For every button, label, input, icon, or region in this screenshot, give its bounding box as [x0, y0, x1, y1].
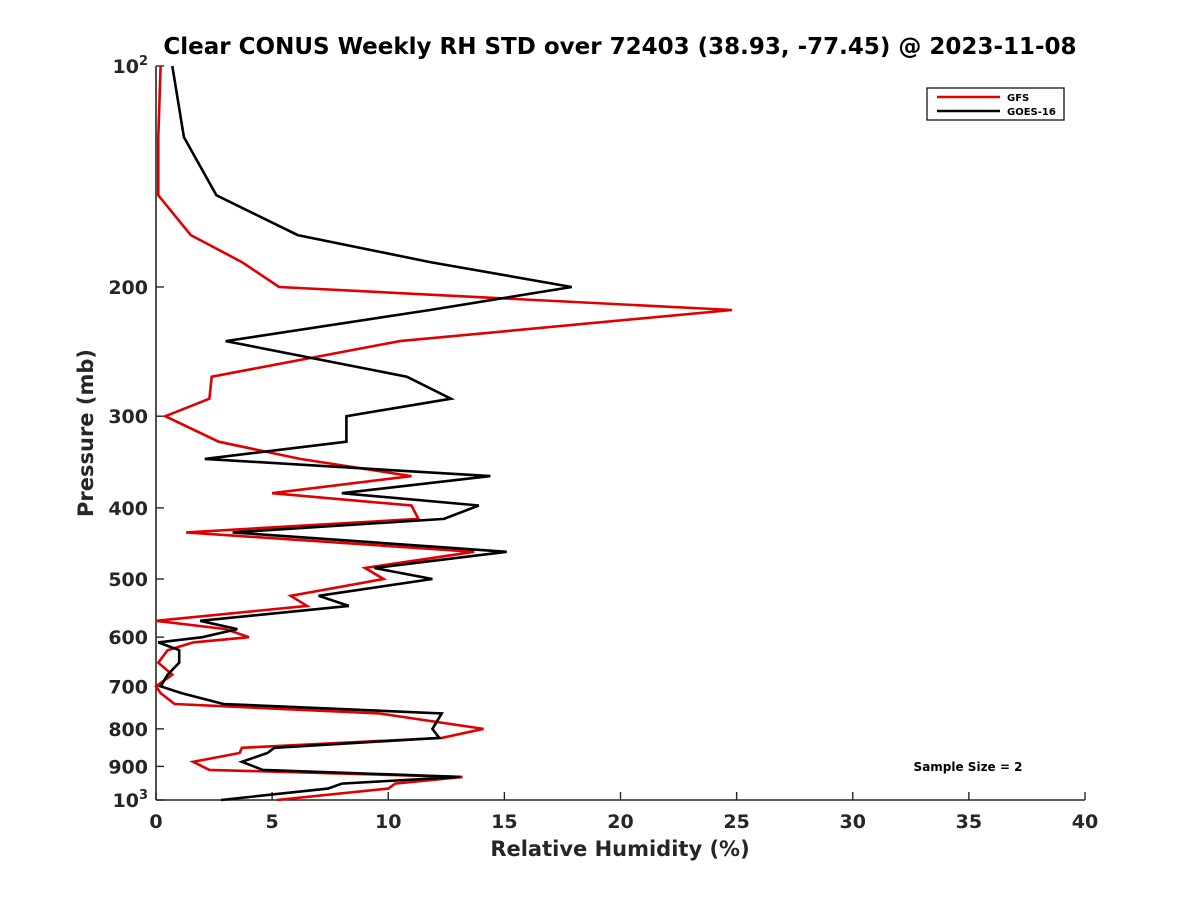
y-tick-label: 800	[108, 719, 148, 741]
y-tick-label: 102	[113, 54, 149, 78]
y-tick-label: 103	[113, 788, 149, 812]
x-axis-label: Relative Humidity (%)	[490, 837, 749, 861]
x-tick-label: 0	[149, 811, 162, 833]
chart-title: Clear CONUS Weekly RH STD over 72403 (38…	[163, 34, 1076, 60]
sample-size-annotation: Sample Size = 2	[914, 760, 1023, 774]
legend-label: GFS	[1007, 93, 1029, 104]
x-tick-label: 10	[375, 811, 401, 833]
x-tick-label: 35	[956, 811, 982, 833]
x-tick-label: 20	[607, 811, 633, 833]
x-tick-label: 5	[266, 811, 279, 833]
y-tick-label: 200	[108, 277, 148, 299]
x-tick-label: 25	[723, 811, 749, 833]
y-tick-label: 300	[108, 406, 148, 428]
y-tick-label: 500	[108, 569, 148, 591]
series-line-goes-16	[157, 65, 572, 802]
legend-items: GFS GOES-16	[937, 93, 1056, 118]
series-line-gfs	[154, 65, 733, 802]
x-axis-ticks: 0 5 10 15 20 25 30 35 40	[149, 792, 1098, 833]
legend-box	[926, 87, 1065, 121]
legend: GFS GOES-16	[926, 87, 1065, 121]
x-tick-label: 15	[491, 811, 517, 833]
y-tick-label: 900	[108, 756, 148, 778]
legend-label: GOES-16	[1007, 107, 1056, 118]
y-axis-label: Pressure (mb)	[74, 349, 98, 517]
series-layer	[154, 65, 733, 802]
y-tick-label: 400	[108, 498, 148, 520]
x-tick-label: 40	[1072, 811, 1098, 833]
y-axis-ticks: 102 200 300 400 500 600 700 800 900 103	[108, 54, 164, 812]
x-tick-label: 30	[840, 811, 866, 833]
y-tick-label: 600	[108, 627, 148, 649]
y-tick-label: 700	[108, 676, 148, 698]
